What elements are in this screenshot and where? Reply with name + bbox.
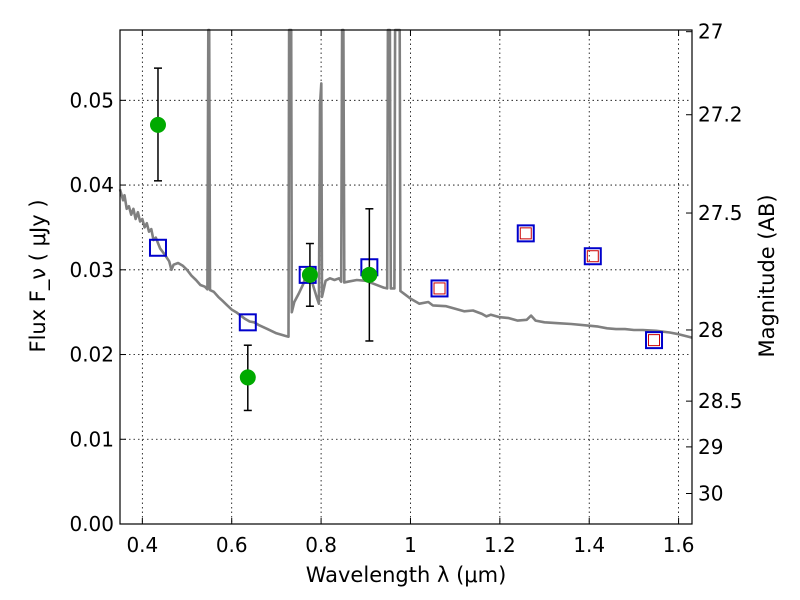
- green-point: [239, 369, 256, 386]
- blue-square-marker: [516, 224, 535, 243]
- blue-square-marker: [645, 331, 664, 350]
- right-tick-label: 28.5: [698, 389, 743, 413]
- x-tick-label: 0.4: [126, 533, 158, 557]
- right-tick-label: 30: [698, 481, 723, 505]
- x-tick-label: 1: [404, 533, 417, 557]
- y-tick-label: 0.04: [69, 173, 114, 197]
- x-tick-label: 1.6: [663, 533, 695, 557]
- y-tick-label: 0.00: [69, 512, 114, 536]
- right-tick-label: 27.5: [698, 201, 743, 225]
- blue-square-marker: [148, 238, 167, 257]
- y-tick-label: 0.03: [69, 258, 114, 282]
- red-square-marker: [586, 250, 599, 263]
- right-tick-label: 27: [698, 20, 723, 44]
- red-square-marker: [433, 282, 446, 295]
- blue-square-marker: [583, 247, 602, 266]
- y-axis-title-group: Flux F_ν ( μJy ): [26, 199, 51, 352]
- model-spectrum: [118, 28, 693, 339]
- red-square-marker: [648, 334, 661, 347]
- blue-square-marker: [238, 313, 257, 332]
- x-tick-label: 0.8: [305, 533, 337, 557]
- x-axis-title: Wavelength λ (μm): [306, 563, 507, 587]
- x-tick-label: 1.2: [484, 533, 516, 557]
- green-point: [301, 266, 318, 283]
- right-axis-title: Magnitude (AB): [755, 194, 779, 357]
- right-tick-label: 28: [698, 318, 723, 342]
- y-axis-title: Flux F_ν ( μJy ): [26, 199, 51, 352]
- axis-ticks: 0.4 0.6 0.8 1 1.2 1.4 1.6 0.00 0.01 0.02 0.03 0.04 0…: [69, 20, 742, 557]
- right-tick-label: 27.2: [698, 103, 743, 127]
- y-tick-label: 0.02: [69, 343, 114, 367]
- green-point: [149, 116, 166, 133]
- plot-frame: [119, 29, 693, 525]
- blue-square-marker: [430, 279, 449, 298]
- spectrum-line: [118, 28, 693, 339]
- y-tick-label: 0.05: [69, 88, 114, 112]
- grid: [120, 30, 692, 524]
- x-tick-label: 0.6: [216, 533, 248, 557]
- x-tick-label: 1.4: [573, 533, 605, 557]
- right-axis-title-group: Magnitude (AB): [755, 194, 779, 357]
- green-point: [361, 266, 378, 283]
- red-square-marker: [519, 227, 532, 240]
- right-tick-label: 29: [698, 435, 723, 459]
- y-tick-label: 0.01: [69, 427, 114, 451]
- photometry-markers: [148, 67, 664, 412]
